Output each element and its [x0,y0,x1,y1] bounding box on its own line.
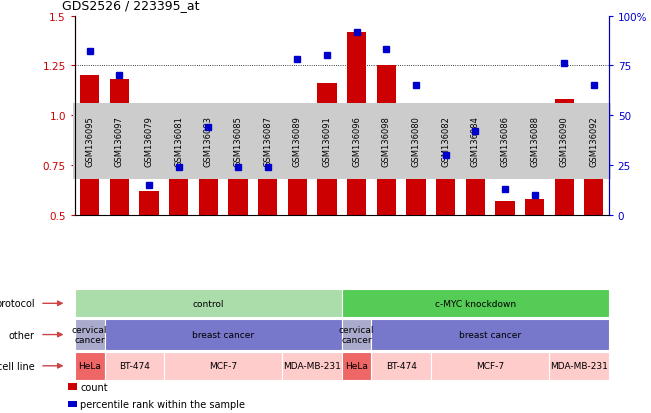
Text: count: count [80,382,107,392]
Text: GSM136097: GSM136097 [115,116,124,167]
Bar [288,116,307,216]
Bar [377,66,396,216]
Text: c-MYC knockdown: c-MYC knockdown [435,299,516,308]
Text: GSM136080: GSM136080 [411,116,421,167]
Bar [199,162,218,216]
Text: cervical
cancer: cervical cancer [72,325,107,344]
Bar [584,116,603,216]
Text: MDA-MB-231: MDA-MB-231 [283,361,341,370]
Text: GSM136090: GSM136090 [560,116,569,167]
Text: breast cancer: breast cancer [459,330,521,339]
Text: GSM136086: GSM136086 [501,116,509,167]
Text: protocol: protocol [0,299,35,309]
Text: GSM136082: GSM136082 [441,116,450,167]
Text: GSM136089: GSM136089 [293,116,302,167]
Text: GSM136087: GSM136087 [263,116,272,167]
Text: HeLa: HeLa [78,361,101,370]
Bar [229,176,247,216]
Bar [465,166,485,216]
Text: GSM136088: GSM136088 [530,116,539,167]
Text: HeLa: HeLa [345,361,368,370]
Bar [347,33,367,216]
Text: GSM136096: GSM136096 [352,116,361,167]
Text: GDS2526 / 223395_at: GDS2526 / 223395_at [62,0,199,12]
Text: breast cancer: breast cancer [192,330,254,339]
Text: GSM136098: GSM136098 [381,116,391,167]
Text: MDA-MB-231: MDA-MB-231 [550,361,608,370]
Text: percentile rank within the sample: percentile rank within the sample [80,399,245,409]
Bar [139,192,159,216]
Text: cervical
cancer: cervical cancer [339,325,374,344]
Text: GSM136083: GSM136083 [204,116,213,167]
Bar [110,80,129,216]
Text: MCF-7: MCF-7 [209,361,237,370]
Text: GSM136084: GSM136084 [471,116,480,167]
Text: BT-474: BT-474 [385,361,417,370]
Text: control: control [193,299,224,308]
Bar [169,172,188,216]
Bar [406,114,426,216]
Bar [525,199,544,216]
Text: BT-474: BT-474 [118,361,150,370]
Text: MCF-7: MCF-7 [476,361,504,370]
Bar [495,202,514,216]
Text: GSM136091: GSM136091 [322,116,331,167]
Text: GSM136079: GSM136079 [145,116,154,167]
Bar [317,84,337,216]
Bar [258,170,277,216]
Text: GSM136092: GSM136092 [589,116,598,167]
Text: cell line: cell line [0,361,35,371]
Text: GSM136095: GSM136095 [85,116,94,167]
Text: other: other [8,330,35,340]
Text: GSM136085: GSM136085 [234,116,242,167]
Bar [80,76,100,216]
Bar [436,166,455,216]
Bar [555,100,574,216]
Text: GSM136081: GSM136081 [174,116,183,167]
